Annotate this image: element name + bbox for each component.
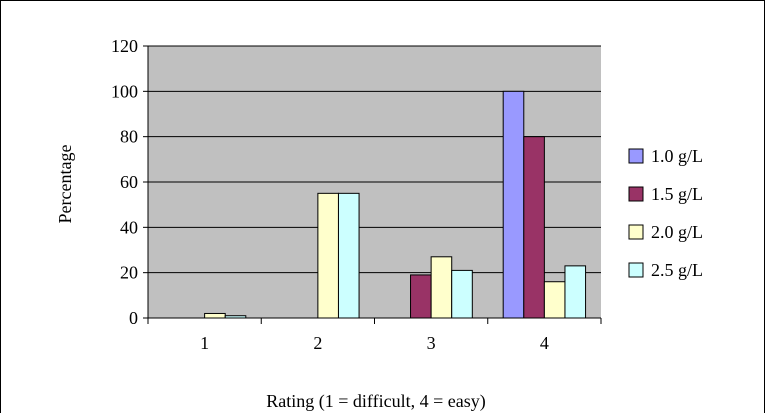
y-tick-label: 0 — [129, 308, 138, 328]
x-tick-label: 3 — [427, 333, 436, 353]
x-tick-label: 1 — [200, 333, 209, 353]
y-tick-label: 60 — [120, 172, 138, 192]
bar — [430, 256, 453, 319]
bar — [337, 192, 360, 319]
axis-ticks: 0 20 40 60 80 100 120 1 2 3 4 — [111, 36, 602, 353]
legend-swatch — [628, 262, 644, 278]
bar — [410, 274, 432, 319]
bar — [317, 192, 339, 319]
x-tick-label: 2 — [313, 333, 322, 353]
gridlines — [148, 45, 601, 274]
legend-swatch — [628, 224, 644, 240]
y-tick-label: 20 — [120, 263, 138, 283]
legend-label: 1.5 g/L — [651, 184, 703, 204]
y-tick-label: 120 — [111, 36, 138, 56]
y-tick-label: 80 — [120, 127, 138, 147]
bar — [564, 265, 587, 319]
bar — [543, 281, 566, 319]
y-tick-label: 40 — [120, 217, 138, 237]
legend-label: 2.5 g/L — [651, 260, 703, 280]
legend-swatch — [628, 186, 644, 202]
x-tick-label: 4 — [540, 333, 549, 353]
bar — [451, 269, 473, 319]
legend: 1.0 g/L 1.5 g/L 2.0 g/L 2.5 g/L — [628, 146, 703, 280]
bar — [523, 136, 545, 319]
legend-label: 2.0 g/L — [651, 222, 703, 242]
y-axis-title: Percentage — [55, 145, 75, 224]
bar — [204, 312, 226, 319]
x-axis-title: Rating (1 = difficult, 4 = easy) — [266, 391, 485, 412]
legend-label: 1.0 g/L — [651, 146, 703, 166]
bars — [204, 90, 587, 319]
legend-swatch — [628, 148, 644, 164]
bar — [502, 90, 525, 319]
y-tick-label: 100 — [111, 81, 138, 101]
